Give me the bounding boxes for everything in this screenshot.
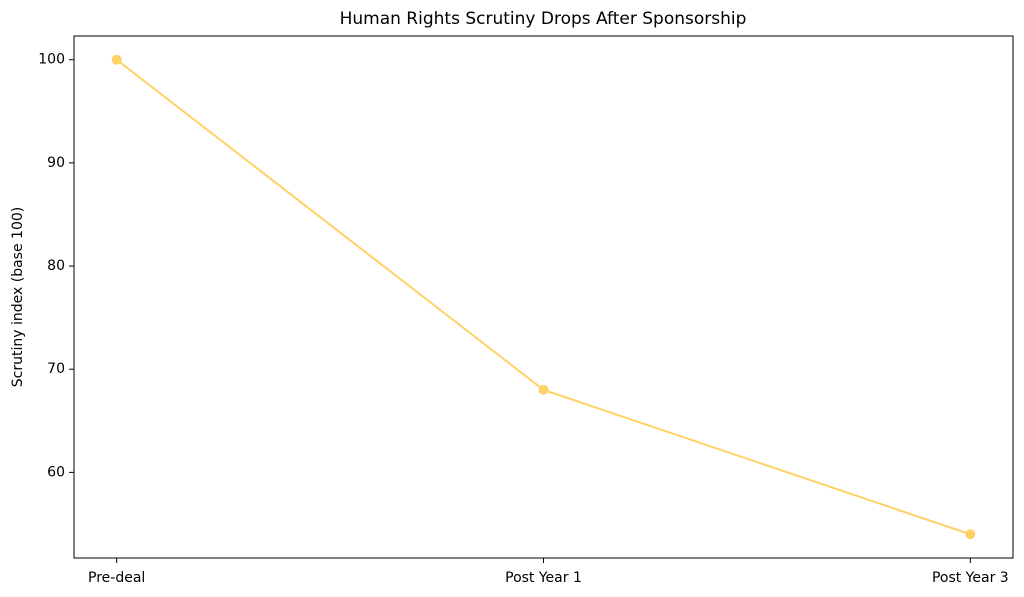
marker (965, 529, 976, 540)
chart-title: Human Rights Scrutiny Drops After Sponso… (340, 9, 747, 29)
x-tick-label: Pre-deal (88, 570, 145, 586)
x-tick-label: Post Year 3 (932, 570, 1009, 586)
y-tick-label: 80 (47, 258, 65, 274)
y-tick-label: 60 (47, 464, 65, 480)
y-tick-label: 100 (38, 52, 65, 68)
y-tick-label: 90 (47, 155, 65, 171)
y-axis-label: Scrutiny index (base 100) (10, 207, 26, 387)
x-tick-label: Post Year 1 (505, 570, 582, 586)
marker (111, 54, 122, 65)
plot-frame (73, 35, 1014, 559)
y-tick-label: 70 (47, 361, 65, 377)
marker (538, 384, 549, 395)
